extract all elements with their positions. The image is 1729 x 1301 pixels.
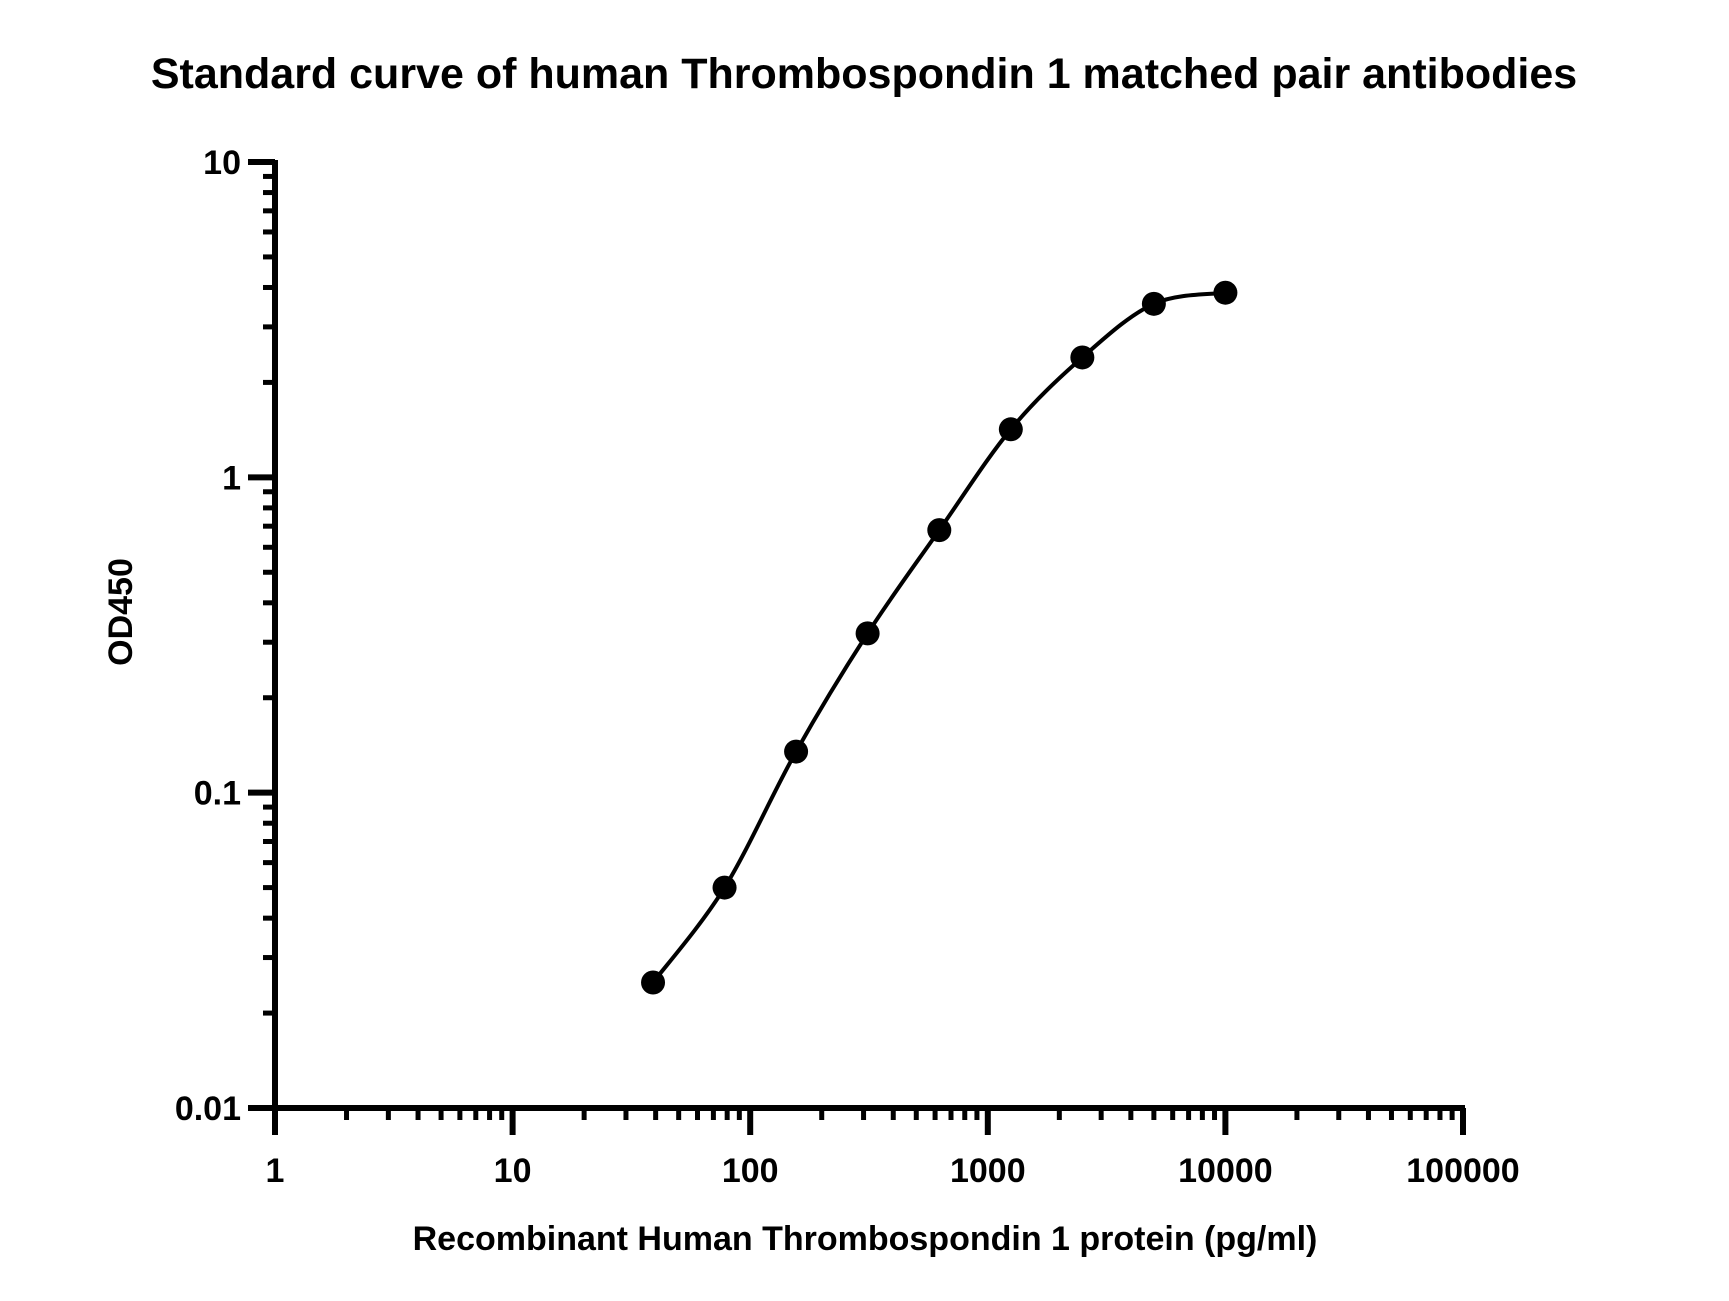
plot-area: 1 10 100 1000 10000 100000 0.01 0.1 1 10 xyxy=(175,144,1520,1190)
data-point xyxy=(998,417,1023,442)
data-point xyxy=(641,970,666,995)
x-tick-label: 100000 xyxy=(1406,1152,1519,1190)
x-tick-label: 10000 xyxy=(1178,1152,1273,1190)
chart-title: Standard curve of human Thrombospondin 1… xyxy=(151,50,1577,98)
x-tick-label: 1 xyxy=(266,1152,285,1190)
y-tick-label: 10 xyxy=(203,144,241,182)
y-tick-label: 1 xyxy=(222,459,241,497)
y-tick-label: 0.1 xyxy=(194,775,241,813)
y-axis-label: OD450 xyxy=(102,558,140,666)
data-point xyxy=(855,621,880,646)
data-point xyxy=(712,875,737,900)
data-point xyxy=(784,739,809,764)
y-tick-label: 0.01 xyxy=(175,1090,241,1128)
x-tick-label: 1000 xyxy=(950,1152,1026,1190)
x-axis-label: Recombinant Human Thrombospondin 1 prote… xyxy=(413,1220,1318,1258)
data-point xyxy=(1070,345,1095,370)
data-point xyxy=(1213,280,1238,305)
data-point xyxy=(1141,291,1166,316)
fit-curve xyxy=(651,290,1226,984)
data-point xyxy=(927,518,952,543)
x-tick-label: 10 xyxy=(494,1152,532,1190)
x-tick-label: 100 xyxy=(722,1152,779,1190)
